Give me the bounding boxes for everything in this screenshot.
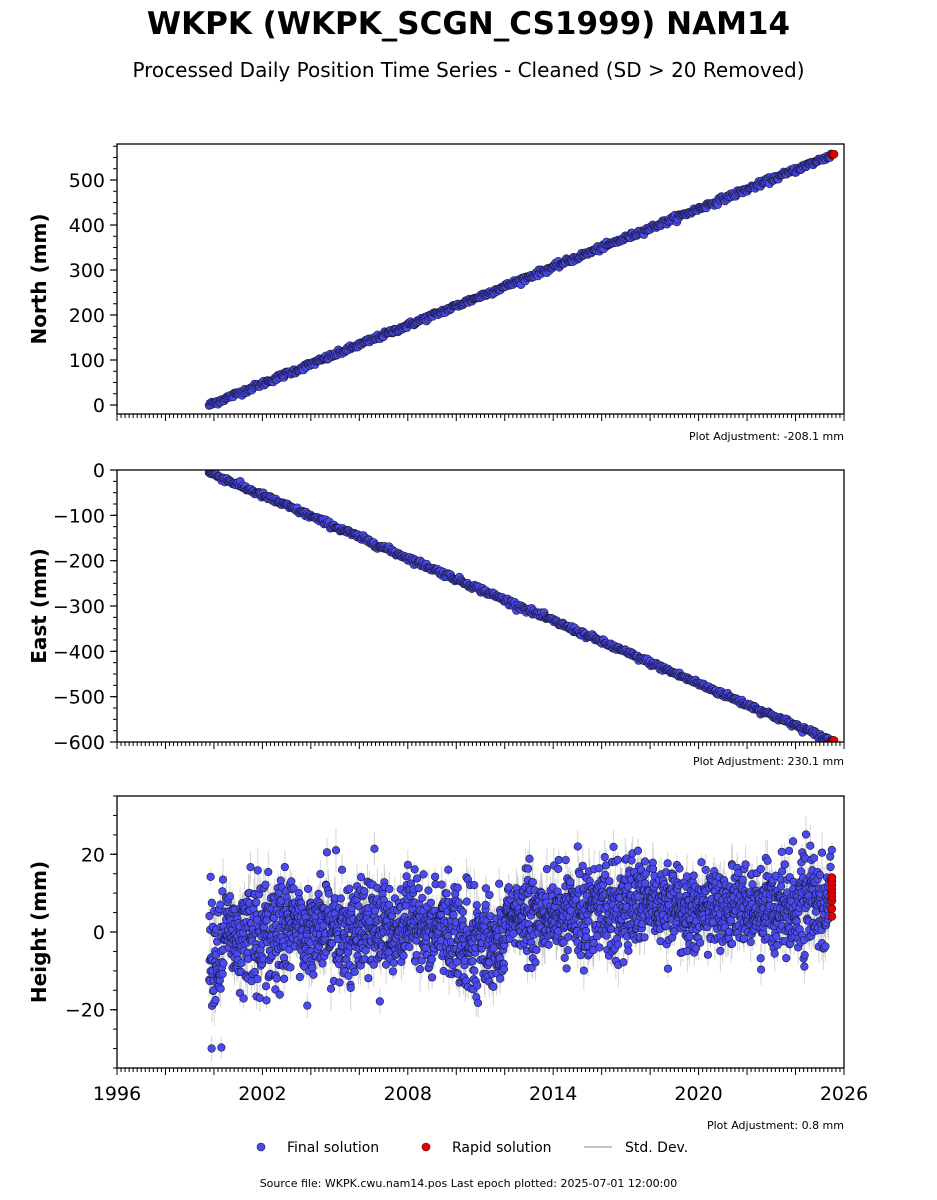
x-ticks — [116, 742, 845, 749]
y-tick-label: 300 — [69, 260, 105, 282]
y-ticks: 0 −100 −200 −300 −400 −500 −600 — [53, 460, 117, 754]
y-tick-label: 200 — [69, 305, 105, 327]
panel-1: 0 100 200 300 400 500 North (mm) Plot Adjustmen… — [27, 143, 845, 443]
y-axis-label: East (mm) — [27, 548, 51, 664]
plot-adjustment-note: Plot Adjustment: 230.1 mm — [693, 755, 844, 768]
plot-area-1 — [204, 149, 839, 410]
chart-subtitle: Processed Daily Position Time Series - C… — [132, 58, 805, 82]
chart-title: WKPK (WKPK_SCGN_CS1999) NAM14 — [146, 6, 791, 42]
y-tick-label: 0 — [93, 460, 105, 482]
plot-adjustment-note: Plot Adjustment: -208.1 mm — [689, 430, 844, 443]
y-tick-label: −100 — [53, 505, 105, 527]
x-ticks — [116, 414, 845, 421]
panel-2: 0 −100 −200 −300 −400 −500 −600 East (mm) Plot A… — [27, 460, 845, 768]
plot-area-3 — [205, 816, 837, 1062]
y-tick-label: −600 — [53, 732, 105, 754]
y-tick-label: 400 — [69, 215, 105, 237]
y-tick-label: −200 — [53, 551, 105, 573]
y-ticks: 0 100 200 300 400 500 — [69, 145, 117, 417]
y-tick-label: −500 — [53, 687, 105, 709]
rapid-point — [829, 149, 839, 159]
y-tick-label: −300 — [53, 596, 105, 618]
axes-frame — [116, 143, 845, 415]
rapid-point — [829, 736, 839, 742]
y-tick-label: 0 — [93, 395, 105, 417]
final-points — [204, 149, 837, 410]
final-points — [204, 470, 837, 742]
y-tick-label: 500 — [69, 170, 105, 192]
y-tick-label: −400 — [53, 641, 105, 663]
plot-area-2 — [204, 470, 839, 742]
y-tick-label: 100 — [69, 350, 105, 372]
y-axis-label: North (mm) — [27, 213, 51, 344]
